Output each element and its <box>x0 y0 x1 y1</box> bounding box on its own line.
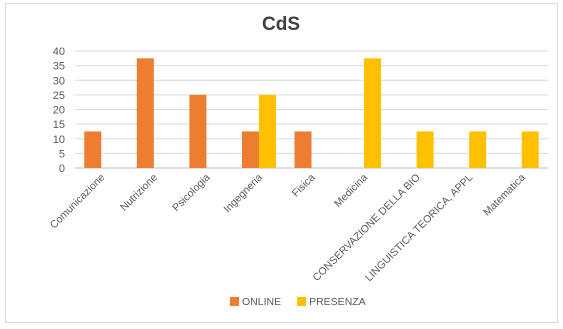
y-tick-label: 5 <box>59 148 65 160</box>
x-category-label: Nutrizione <box>118 172 160 214</box>
bar-presenza-3 <box>258 94 276 168</box>
bar-presenza-7 <box>469 131 487 168</box>
x-category-label: Medicina <box>332 172 370 210</box>
x-category-label: LINGUISTICA TEORICA, APPL <box>363 172 475 284</box>
bars <box>84 58 539 168</box>
x-category-label: Fisica <box>290 172 318 200</box>
bar-online-1 <box>136 58 154 168</box>
x-category-label: CONSERVAZIONE DELLA BIO <box>311 172 423 284</box>
legend-label-presenza: PRESENZA <box>309 296 366 308</box>
bar-presenza-6 <box>416 131 434 168</box>
y-axis-ticks: 0 5 10 15 20 25 30 35 40 <box>53 46 65 175</box>
chart-title: CdS <box>262 14 300 35</box>
legend-swatch-presenza <box>297 297 307 306</box>
y-tick-label: 10 <box>53 134 65 146</box>
x-category-label: Psicologia <box>170 172 212 214</box>
bar-online-2 <box>189 94 207 168</box>
bar-presenza-8 <box>521 131 539 168</box>
bar-online-0 <box>84 131 102 168</box>
y-tick-label: 30 <box>53 75 65 87</box>
y-tick-label: 40 <box>53 46 65 58</box>
bar-presenza-5 <box>364 58 382 168</box>
x-category-label: Ingegneria <box>221 172 265 216</box>
bar-online-4 <box>294 131 312 168</box>
y-tick-label: 25 <box>53 90 65 102</box>
x-axis-labels: Comunicazione Nutrizione Psicologia Ingegne… <box>48 172 528 284</box>
x-category-label: Comunicazione <box>48 172 108 232</box>
x-category-label: Matematica <box>481 172 528 219</box>
y-tick-label: 15 <box>53 119 65 131</box>
legend-swatch-online <box>230 297 239 306</box>
y-tick-label: 0 <box>59 163 65 175</box>
legend: ONLINE PRESENZA <box>230 296 366 308</box>
bar-online-3 <box>241 131 259 168</box>
y-tick-label: 20 <box>53 105 65 117</box>
y-tick-label: 35 <box>53 61 65 73</box>
legend-label-online: ONLINE <box>242 296 281 308</box>
